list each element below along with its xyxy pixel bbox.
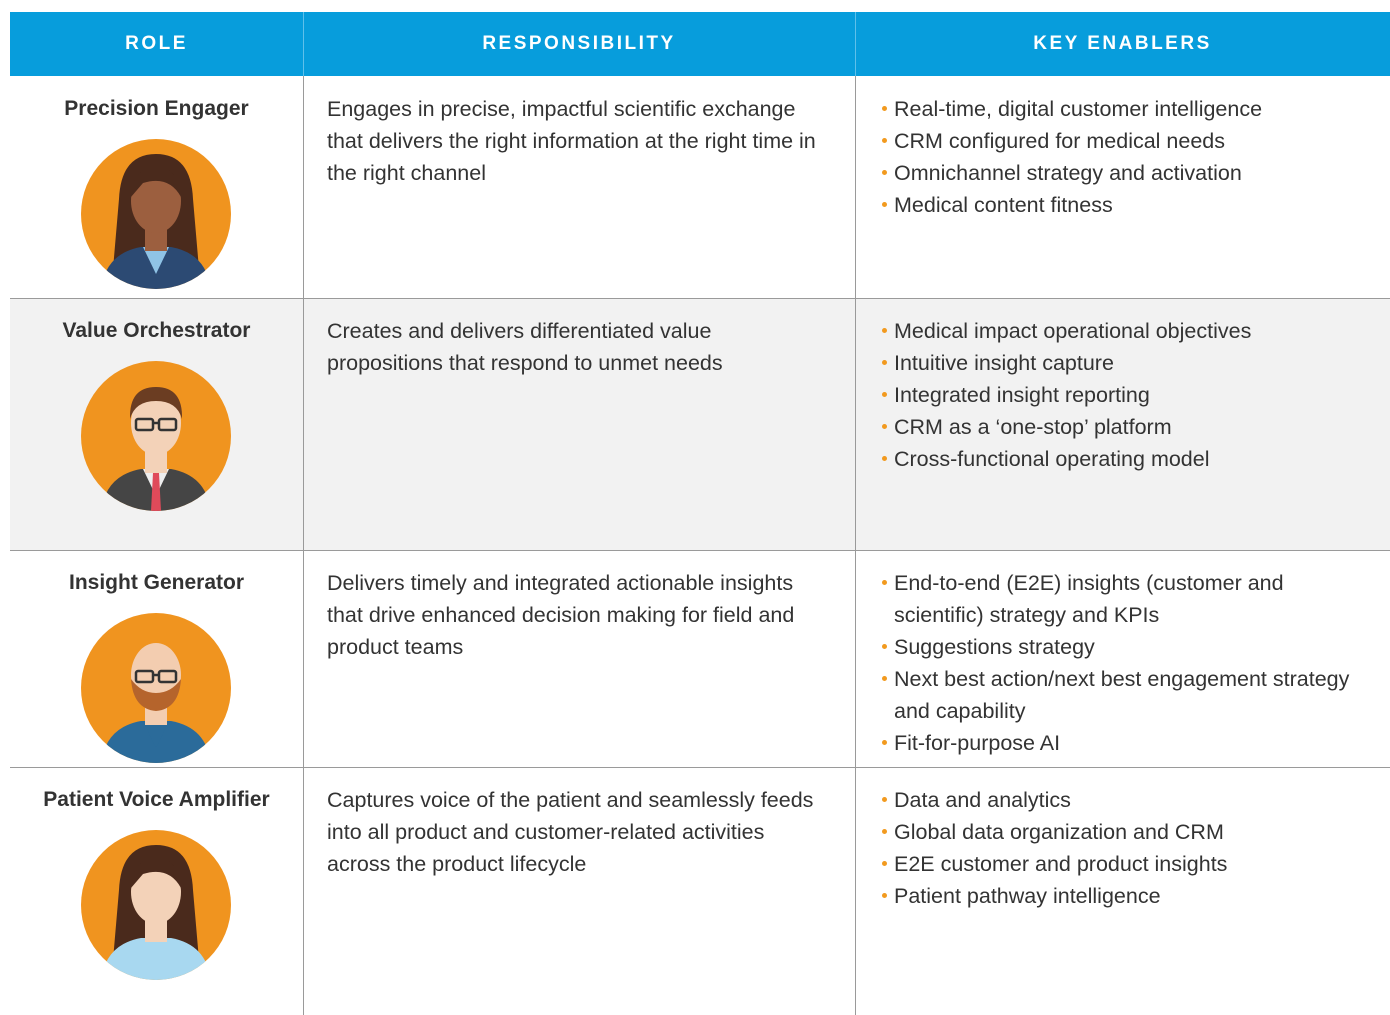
enabler-list: Real-time, digital customer intelligence… [882, 93, 1352, 221]
column-header: RESPONSIBILITY [482, 33, 676, 54]
role-title-text: Precision Engager [64, 97, 249, 120]
enabler-item: Data and analytics [882, 784, 1352, 816]
row-background [10, 767, 1390, 1015]
responsibility: Creates and delivers differentiated valu… [327, 319, 723, 375]
responsibility: Captures voice of the patient and seamle… [327, 788, 814, 876]
enabler-item: CRM as a ‘one-stop’ platform [882, 411, 1352, 443]
enabler-list: End-to-end (E2E) insights (customer and … [882, 567, 1352, 759]
responsibility: Delivers timely and integrated actionabl… [327, 571, 795, 659]
enabler-item: Next best action/next best engagement st… [882, 663, 1352, 727]
role-title: Patient Voice Amplifier [10, 784, 303, 816]
role-title-text: Insight Generator [68, 571, 245, 594]
enabler-item: E2E customer and product insights [882, 848, 1352, 880]
enabler-list: Data and analytics Global data organizati… [882, 784, 1352, 912]
row-divider [10, 550, 1390, 551]
row-background [10, 76, 1390, 298]
enabler-item: CRM configured for medical needs [882, 125, 1352, 157]
enabler-list: Medical impact operational objectives Int… [882, 315, 1352, 475]
role-title-text: Value Orchestrator [62, 319, 251, 342]
enabler-item: Omnichannel strategy and activation [882, 157, 1352, 189]
enabler-item: Suggestions strategy [882, 631, 1352, 663]
enabler-item: Intuitive insight capture [882, 347, 1352, 379]
enabler-item: Fit-for-purpose AI [882, 727, 1352, 759]
avatar [81, 139, 231, 289]
responsibility: Engages in precise, impactful scientific… [327, 97, 816, 185]
column-divider [303, 76, 304, 1015]
role-title: Value Orchestrator [10, 315, 303, 347]
enabler-item: Cross-functional operating model [882, 443, 1352, 475]
role-title: Precision Engager [10, 93, 303, 125]
row-background [10, 550, 1390, 767]
role-title-text: Patient Voice Amplifier [43, 788, 270, 811]
enabler-item: End-to-end (E2E) insights (customer and … [882, 567, 1352, 631]
avatar [81, 613, 231, 763]
enabler-item: Real-time, digital customer intelligence [882, 93, 1352, 125]
row-divider [10, 767, 1390, 768]
role-title: Insight Generator [10, 567, 303, 599]
enabler-item: Medical impact operational objectives [882, 315, 1352, 347]
row-divider [10, 298, 1390, 299]
header-divider [855, 12, 856, 76]
enabler-item: Patient pathway intelligence [882, 880, 1352, 912]
avatar [81, 361, 231, 511]
column-header: KEY ENABLERS [1033, 33, 1212, 54]
header-bar [10, 12, 1390, 76]
row-background [10, 298, 1390, 550]
avatar [81, 830, 231, 980]
column-divider [855, 76, 856, 1015]
column-header: ROLE [125, 33, 188, 54]
header-divider [303, 12, 304, 76]
enabler-item: Global data organization and CRM [882, 816, 1352, 848]
enabler-item: Medical content fitness [882, 189, 1352, 221]
enabler-item: Integrated insight reporting [882, 379, 1352, 411]
